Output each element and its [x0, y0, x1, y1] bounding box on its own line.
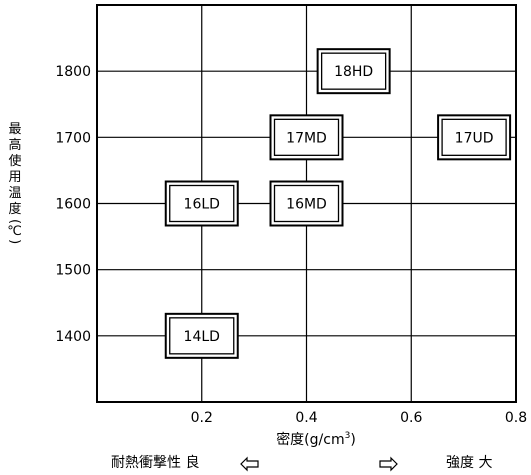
x-tick-label: 0.2: [191, 410, 213, 426]
plot-frame: [96, 4, 517, 403]
data-point-box-outer: [437, 114, 512, 161]
data-point-box: 16MD: [269, 180, 344, 227]
data-point-box: 14LD: [164, 312, 239, 359]
data-point-box: 16LD: [164, 180, 239, 227]
y-axis-label-char: 最: [8, 122, 22, 137]
strength-label: 強度 大: [446, 455, 492, 471]
x-axis-label-main: 密度(g/cm: [276, 431, 344, 448]
data-point-label: 17UD: [455, 130, 494, 146]
data-point-box-inner: [441, 118, 507, 156]
data-point-label: 16LD: [184, 197, 220, 213]
data-point-label: 18HD: [334, 64, 373, 80]
y-axis-label-char: 使: [8, 154, 22, 169]
x-tick-label: 0.4: [295, 410, 317, 426]
y-axis-label-char: 温: [8, 186, 22, 201]
x-tick-labels: 0.2 0.4 0.6 0.8: [191, 410, 528, 426]
x-axis-label-close: ): [350, 432, 355, 448]
y-tick-label: 1700: [55, 130, 91, 146]
y-axis-label-char: 用: [8, 170, 22, 185]
y-tick-labels: 1400 1500 1600 1700 1800: [55, 64, 91, 345]
data-point-box-outer: [164, 312, 239, 359]
arrow-left-icon: [240, 456, 259, 472]
y-tick-label: 1400: [55, 329, 91, 345]
x-tick-label: 0.8: [505, 410, 527, 426]
data-point-box-inner: [320, 52, 387, 90]
y-axis-label-char: 高: [8, 138, 22, 153]
y-axis-label: 最高使用温度 (℃): [6, 122, 24, 244]
data-point-label: 17MD: [286, 130, 327, 146]
x-tick-label: 0.6: [400, 410, 422, 426]
data-point-box: 18HD: [316, 48, 391, 95]
data-point-label: 16MD: [286, 197, 327, 213]
arrow-right-icon: [379, 456, 398, 472]
data-point-box-inner: [169, 317, 235, 355]
y-tick-label: 1600: [55, 197, 91, 213]
data-point-label: 14LD: [184, 329, 220, 345]
data-point-box: 17UD: [437, 114, 512, 161]
data-point-box-inner: [273, 118, 340, 156]
data-point-box-inner: [169, 184, 235, 223]
thermal-shock-label: 耐熱衝撃性 良: [111, 455, 199, 471]
data-point-box-outer: [269, 114, 344, 161]
y-axis-label-char: 度: [8, 202, 22, 217]
y-tick-label: 1500: [55, 263, 91, 279]
x-axis-label-superscript: 3: [345, 431, 351, 441]
data-point-box-outer: [164, 180, 239, 227]
x-axis-label: 密度(g/cm3): [276, 431, 356, 448]
y-axis-label-unit: (℃): [7, 219, 22, 245]
data-point-boxes: 18HD 17MD 17UD 16LD 16MD 14LD: [164, 48, 512, 359]
y-tick-label: 1800: [55, 64, 91, 80]
data-point-box-outer: [269, 180, 344, 227]
data-point-box-outer: [316, 48, 391, 95]
data-point-box-inner: [273, 184, 340, 223]
data-point-box: 17MD: [269, 114, 344, 161]
